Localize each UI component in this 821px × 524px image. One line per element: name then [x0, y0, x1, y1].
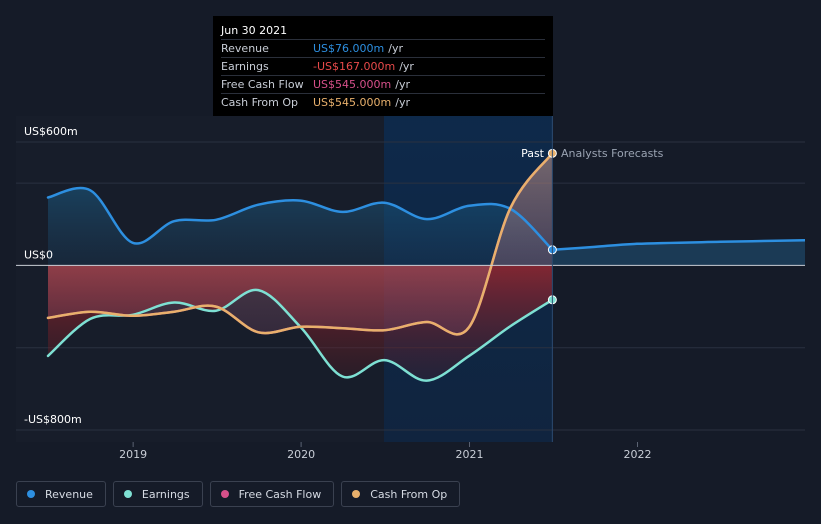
x-tick-label: 2020 — [287, 448, 315, 461]
x-axis-labels: 2019 2020 2021 2022 — [119, 442, 651, 461]
tooltip-row: Free Cash Flow US$545.000m/yr — [221, 75, 545, 93]
tooltip-row-label: Free Cash Flow — [221, 78, 304, 91]
tooltip-date: Jun 30 2021 — [221, 24, 288, 37]
legend-label: Cash From Op — [370, 487, 448, 501]
legend-dot-icon — [123, 490, 132, 498]
tooltip-row-unit: /yr — [395, 96, 410, 109]
legend-dot-icon — [220, 490, 229, 498]
tooltip-row: Revenue US$76.000m/yr — [221, 39, 545, 57]
series-lines — [46, 152, 805, 382]
y-tick-label: US$600m — [24, 125, 78, 138]
y-axis-labels: US$600m US$0 -US$800m — [24, 125, 82, 426]
revenue-line — [46, 186, 554, 252]
legend-label: Free Cash Flow — [238, 487, 322, 501]
y-tick-label: -US$800m — [24, 413, 82, 426]
revenue-forecast-area — [552, 240, 805, 266]
legend-item-cash-from-op[interactable]: Cash From Op — [341, 481, 461, 507]
tooltip: Jun 30 2021 Revenue US$76.000m/yr Earnings… — [213, 16, 553, 116]
forecast-label: Analysts Forecasts — [561, 147, 664, 160]
legend-item-earnings[interactable]: Earnings — [112, 481, 203, 507]
series-areas — [48, 153, 805, 381]
legend-label: Revenue — [45, 487, 93, 501]
tooltip-row-label: Earnings — [221, 60, 269, 73]
x-tick-label: 2019 — [119, 448, 147, 461]
cash-from-op-line — [46, 152, 554, 336]
tooltip-row: Earnings -US$167.000m/yr — [221, 57, 545, 75]
legend-label: Earnings — [141, 487, 190, 501]
tooltip-row-value: US$545.000m — [313, 96, 392, 109]
legend-item-free-cash-flow[interactable]: Free Cash Flow — [209, 481, 335, 507]
tooltip-row-unit: /yr — [399, 60, 414, 73]
tooltip-row-unit: /yr — [388, 42, 403, 55]
legend: Revenue Earnings Free Cash Flow Cash From O… — [16, 481, 461, 507]
tooltip-row-label: Cash From Op — [221, 96, 299, 109]
x-tick-label: 2022 — [623, 448, 651, 461]
revenue-area — [48, 188, 553, 266]
tooltip-row-unit: /yr — [395, 78, 410, 91]
tooltip-row: Cash From Op US$545.000m/yr — [221, 93, 545, 111]
legend-dot-icon — [352, 490, 361, 498]
tooltip-row-value: -US$167.000m — [313, 60, 396, 73]
past-label: Past — [521, 147, 545, 160]
tooltip-row-value: US$76.000m — [313, 42, 385, 55]
y-tick-label: US$0 — [24, 248, 53, 261]
legend-item-revenue[interactable]: Revenue — [16, 481, 106, 507]
cash-from-op-area — [48, 153, 553, 335]
legend-dot-icon — [27, 490, 35, 498]
revenue-forecast-line — [551, 239, 805, 252]
x-tick-label: 2021 — [456, 448, 484, 461]
tooltip-row-label: Revenue — [221, 42, 269, 55]
tooltip-row-value: US$545.000m — [313, 78, 392, 91]
